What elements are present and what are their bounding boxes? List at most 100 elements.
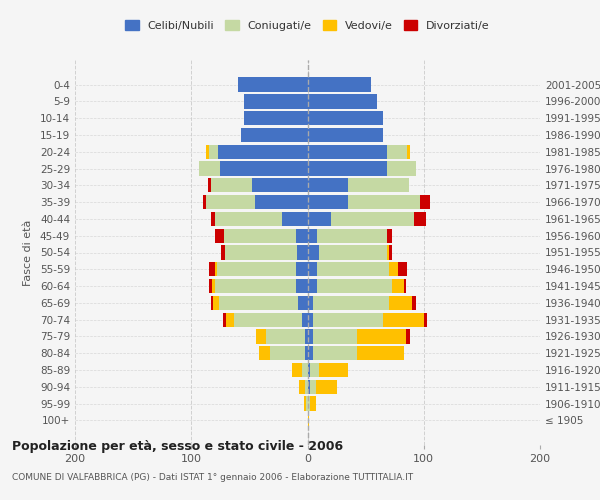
Bar	[308, 128, 383, 142]
Bar	[386, 144, 407, 159]
Bar	[420, 195, 430, 210]
Bar	[308, 380, 310, 394]
Bar	[386, 162, 416, 175]
Bar	[313, 296, 389, 310]
Bar	[307, 396, 308, 410]
Bar	[310, 396, 316, 410]
Bar	[317, 279, 392, 293]
Bar	[241, 128, 308, 142]
Bar	[386, 228, 392, 243]
Bar	[308, 246, 319, 260]
Bar	[209, 144, 218, 159]
Bar	[297, 246, 308, 260]
Bar	[212, 279, 215, 293]
Bar	[308, 162, 386, 175]
Bar	[313, 312, 383, 327]
Bar	[348, 178, 409, 192]
Bar	[199, 162, 220, 175]
Bar	[404, 279, 406, 293]
Bar	[305, 346, 308, 360]
Bar	[308, 78, 371, 92]
Bar	[298, 296, 308, 310]
Bar	[255, 195, 308, 210]
Bar	[412, 296, 416, 310]
Bar	[389, 246, 392, 260]
Bar	[296, 262, 308, 276]
Bar	[316, 380, 337, 394]
Bar	[292, 363, 302, 377]
Bar	[415, 212, 426, 226]
Bar	[308, 94, 377, 108]
Bar	[313, 346, 358, 360]
Bar	[308, 228, 317, 243]
Bar	[308, 212, 331, 226]
Bar	[308, 178, 348, 192]
Bar	[215, 212, 282, 226]
Bar	[206, 195, 255, 210]
Bar	[256, 330, 266, 344]
Bar	[206, 144, 209, 159]
Bar	[238, 78, 308, 92]
Bar	[219, 296, 298, 310]
Bar	[358, 330, 406, 344]
Bar	[234, 312, 302, 327]
Bar	[218, 144, 308, 159]
Bar	[358, 346, 404, 360]
Bar	[386, 246, 389, 260]
Bar	[308, 396, 310, 410]
Bar	[308, 346, 313, 360]
Bar	[215, 228, 224, 243]
Bar	[392, 279, 404, 293]
Bar	[305, 330, 308, 344]
Bar	[308, 312, 313, 327]
Bar	[220, 162, 308, 175]
Bar	[217, 262, 296, 276]
Bar	[331, 212, 415, 226]
Bar	[389, 296, 412, 310]
Bar	[319, 363, 348, 377]
Bar	[304, 396, 307, 410]
Bar	[226, 312, 234, 327]
Bar	[310, 380, 316, 394]
Bar	[209, 279, 212, 293]
Bar	[308, 363, 310, 377]
Bar	[317, 228, 386, 243]
Y-axis label: Fasce di età: Fasce di età	[23, 220, 33, 286]
Bar	[305, 380, 308, 394]
Bar	[310, 363, 319, 377]
Bar	[319, 246, 386, 260]
Bar	[308, 111, 383, 126]
Bar	[302, 312, 308, 327]
Bar	[308, 296, 313, 310]
Bar	[299, 380, 305, 394]
Bar	[308, 330, 313, 344]
Bar	[313, 330, 358, 344]
Bar	[317, 262, 389, 276]
Bar	[407, 144, 410, 159]
Bar	[215, 262, 217, 276]
Bar	[211, 178, 252, 192]
Bar	[296, 228, 308, 243]
Bar	[308, 144, 386, 159]
Bar	[211, 296, 214, 310]
Bar	[214, 296, 219, 310]
Bar	[223, 312, 226, 327]
Bar	[215, 279, 296, 293]
Bar	[308, 279, 317, 293]
Bar	[302, 363, 308, 377]
Bar	[209, 262, 215, 276]
Bar	[221, 246, 225, 260]
Bar	[383, 312, 424, 327]
Bar	[389, 262, 398, 276]
Bar	[308, 262, 317, 276]
Bar	[244, 111, 308, 126]
Bar	[252, 178, 308, 192]
Bar	[296, 279, 308, 293]
Bar	[348, 195, 420, 210]
Bar	[406, 330, 410, 344]
Bar	[424, 312, 427, 327]
Bar	[225, 246, 297, 260]
Bar	[203, 195, 206, 210]
Bar	[259, 346, 271, 360]
Text: COMUNE DI VALFABBRICA (PG) - Dati ISTAT 1° gennaio 2006 - Elaborazione TUTTITALI: COMUNE DI VALFABBRICA (PG) - Dati ISTAT …	[12, 473, 413, 482]
